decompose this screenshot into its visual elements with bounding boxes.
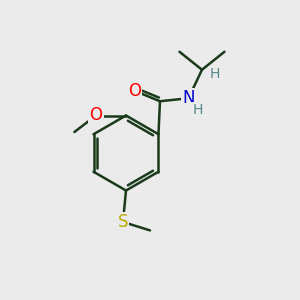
- Text: S: S: [118, 213, 128, 231]
- Text: H: H: [192, 103, 203, 117]
- Text: O: O: [89, 106, 103, 124]
- Text: H: H: [209, 67, 220, 81]
- Text: O: O: [128, 82, 141, 100]
- Text: N: N: [182, 89, 195, 107]
